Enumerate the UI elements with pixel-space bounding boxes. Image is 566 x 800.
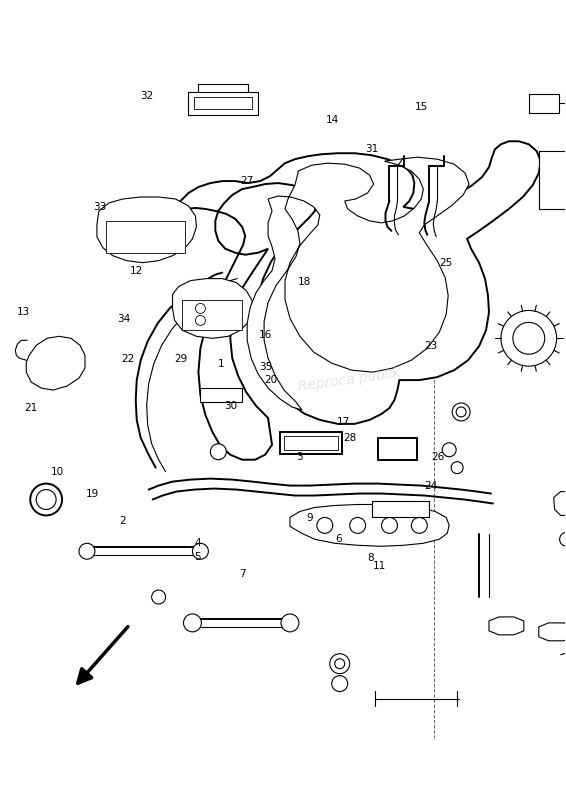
Circle shape <box>152 590 166 604</box>
Text: 27: 27 <box>240 176 253 186</box>
Bar <box>284 436 338 450</box>
Polygon shape <box>290 505 449 546</box>
Circle shape <box>442 442 456 457</box>
Bar <box>106 221 186 253</box>
Bar <box>195 98 252 110</box>
Text: 17: 17 <box>337 418 350 427</box>
Text: 26: 26 <box>431 452 444 462</box>
Bar <box>280 432 342 454</box>
Circle shape <box>36 490 56 510</box>
Circle shape <box>350 518 366 534</box>
Text: 10: 10 <box>51 466 65 477</box>
Circle shape <box>411 518 427 534</box>
Text: 13: 13 <box>18 307 31 318</box>
Circle shape <box>195 315 205 326</box>
Bar <box>371 502 429 518</box>
Text: 9: 9 <box>307 513 314 523</box>
Bar <box>200 388 242 402</box>
Text: 32: 32 <box>140 91 153 101</box>
Text: 28: 28 <box>343 434 356 443</box>
Text: 34: 34 <box>118 314 131 324</box>
Text: 2: 2 <box>119 516 126 526</box>
Text: 18: 18 <box>298 277 311 287</box>
Bar <box>378 438 417 460</box>
Text: 14: 14 <box>326 114 339 125</box>
Text: 35: 35 <box>259 362 273 371</box>
Circle shape <box>456 407 466 417</box>
Polygon shape <box>97 197 196 262</box>
Text: 5: 5 <box>194 552 201 562</box>
Polygon shape <box>554 491 566 515</box>
Text: 19: 19 <box>86 489 99 499</box>
Circle shape <box>501 310 556 366</box>
Text: 11: 11 <box>373 561 387 570</box>
Bar <box>188 91 258 115</box>
Text: 12: 12 <box>130 266 143 276</box>
Text: 31: 31 <box>366 144 379 154</box>
Text: 4: 4 <box>194 538 201 548</box>
Circle shape <box>183 614 201 632</box>
Text: 6: 6 <box>335 534 341 544</box>
Text: 23: 23 <box>424 341 437 351</box>
Polygon shape <box>173 278 252 338</box>
Circle shape <box>332 676 348 691</box>
Polygon shape <box>539 623 566 641</box>
Circle shape <box>30 483 62 515</box>
Circle shape <box>192 543 208 559</box>
Bar <box>182 301 242 330</box>
Text: 25: 25 <box>440 258 453 268</box>
Text: 33: 33 <box>93 202 106 212</box>
Polygon shape <box>175 142 541 460</box>
Circle shape <box>211 444 226 460</box>
Text: 24: 24 <box>424 481 437 491</box>
Polygon shape <box>489 617 524 635</box>
Circle shape <box>79 543 95 559</box>
Text: 21: 21 <box>24 403 37 413</box>
Text: 16: 16 <box>258 330 272 340</box>
Text: 20: 20 <box>264 375 277 385</box>
Bar <box>539 151 566 209</box>
Circle shape <box>281 614 299 632</box>
Text: Reproca publik: Reproca publik <box>297 366 402 394</box>
Text: 7: 7 <box>239 569 246 578</box>
Text: 30: 30 <box>225 402 238 411</box>
Circle shape <box>330 654 350 674</box>
Polygon shape <box>247 157 469 410</box>
Text: 3: 3 <box>297 452 303 462</box>
Text: 29: 29 <box>174 354 187 364</box>
Bar <box>529 94 559 114</box>
Text: 1: 1 <box>218 359 224 369</box>
Circle shape <box>381 518 397 534</box>
Text: 15: 15 <box>414 102 428 112</box>
Circle shape <box>335 658 345 669</box>
Polygon shape <box>26 336 85 390</box>
Circle shape <box>452 403 470 421</box>
Circle shape <box>513 322 544 354</box>
Circle shape <box>451 462 463 474</box>
Circle shape <box>560 532 566 546</box>
Circle shape <box>317 518 333 534</box>
Circle shape <box>195 303 205 314</box>
Text: 22: 22 <box>122 354 135 364</box>
Text: 8: 8 <box>367 553 374 562</box>
